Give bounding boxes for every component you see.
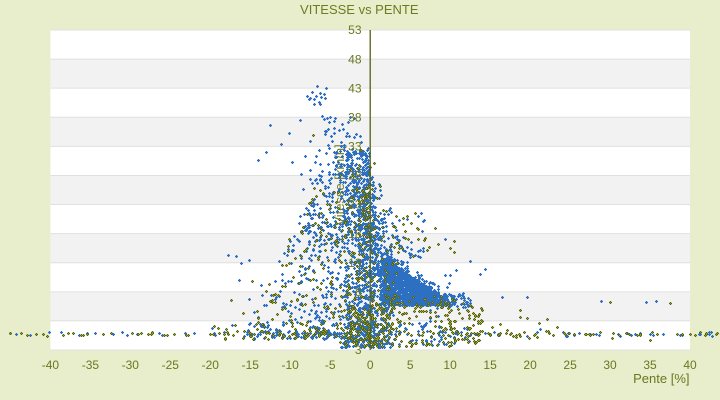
svg-text:23: 23 <box>348 198 362 212</box>
svg-text:43: 43 <box>348 81 362 95</box>
svg-text:Pente [%]: Pente [%] <box>633 371 689 386</box>
svg-text:3: 3 <box>355 343 362 357</box>
svg-text:0: 0 <box>367 358 374 372</box>
svg-text:-10: -10 <box>282 358 300 372</box>
svg-text:33: 33 <box>348 140 362 154</box>
svg-text:-40: -40 <box>42 358 60 372</box>
svg-text:30: 30 <box>603 358 617 372</box>
svg-text:-15: -15 <box>242 358 260 372</box>
svg-text:-25: -25 <box>162 358 180 372</box>
svg-text:28: 28 <box>348 169 362 183</box>
svg-text:13: 13 <box>348 256 362 270</box>
svg-text:Vitesse [km/h]: Vitesse [km/h] <box>332 144 347 225</box>
svg-text:25: 25 <box>563 358 577 372</box>
svg-text:VITESSE vs PENTE: VITESSE vs PENTE <box>300 2 419 17</box>
svg-text:48: 48 <box>348 52 362 66</box>
svg-text:-20: -20 <box>202 358 220 372</box>
svg-text:5: 5 <box>407 358 414 372</box>
svg-text:20: 20 <box>523 358 537 372</box>
svg-text:-30: -30 <box>122 358 140 372</box>
svg-text:10: 10 <box>443 358 457 372</box>
svg-text:38: 38 <box>348 111 362 125</box>
svg-text:-35: -35 <box>82 358 100 372</box>
svg-text:15: 15 <box>483 358 497 372</box>
svg-text:35: 35 <box>643 358 657 372</box>
svg-text:53: 53 <box>348 23 362 37</box>
svg-text:40: 40 <box>683 358 697 372</box>
svg-text:8: 8 <box>355 285 362 299</box>
svg-text:18: 18 <box>348 227 362 241</box>
svg-text:3: 3 <box>355 314 362 328</box>
svg-text:-5: -5 <box>325 358 336 372</box>
